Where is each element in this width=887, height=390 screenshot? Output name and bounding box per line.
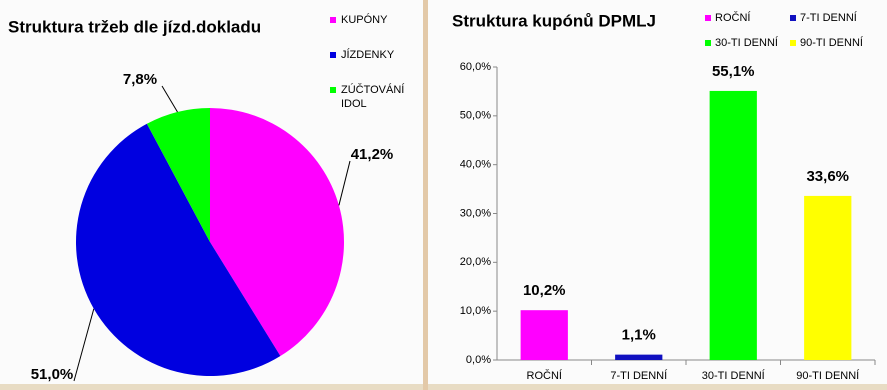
leader-line [73,308,95,382]
x-tick-label: ROČNÍ [527,369,563,382]
legend-swatch [790,40,796,46]
bottom-band [0,384,887,390]
legend-swatch [330,17,336,23]
value-label: 55,1% [712,63,755,80]
value-label: 41,2% [351,146,394,163]
value-label: 1,1% [622,327,656,344]
bar [615,354,663,360]
bar [520,310,568,360]
legend-swatch [705,15,711,21]
legend-label: KUPÓNY [341,13,388,26]
leader-line [338,160,351,206]
legend-swatch [705,40,711,46]
y-tick-label: 20,0% [460,256,491,268]
x-tick-label: 30-TI DENNÍ [702,369,766,382]
legend-swatch [330,87,336,93]
legend-label: ROČNÍ [715,11,751,24]
y-tick-label: 30,0% [460,207,491,219]
bar [709,90,757,360]
panel-divider [423,0,428,390]
x-tick-label: 7-TI DENNÍ [610,369,668,382]
x-tick-label: 90-TI DENNÍ [796,369,860,382]
y-tick-label: 0,0% [466,354,491,366]
legend-label: ZÚČTOVÁNÍ IDOL [341,83,405,110]
legend-label: 7-TI DENNÍ [800,11,858,24]
legend-swatch [330,52,336,58]
pie-slice [75,123,281,377]
chart-title: Struktura kupónů DPMLJ [452,11,656,30]
pie-slice [210,108,344,357]
legend-swatch [790,15,796,21]
y-tick-label: 50,0% [460,110,491,122]
value-label: 10,2% [523,282,566,299]
value-label: 7,8% [123,71,157,88]
bar [804,195,852,360]
leader-line [161,85,178,113]
legend-label: JÍZDENKY [341,48,395,61]
y-tick-label: 40,0% [460,159,491,171]
legend-label: 30-TI DENNÍ [715,36,779,49]
value-label: 51,0% [31,366,74,383]
chart-title: Struktura tržeb dle jízd.dokladu [8,17,261,36]
value-label: 33,6% [806,168,849,185]
y-tick-label: 60,0% [460,61,491,73]
legend-label: 90-TI DENNÍ [800,36,864,49]
y-tick-label: 10,0% [460,305,491,317]
pie-slice [146,108,210,242]
